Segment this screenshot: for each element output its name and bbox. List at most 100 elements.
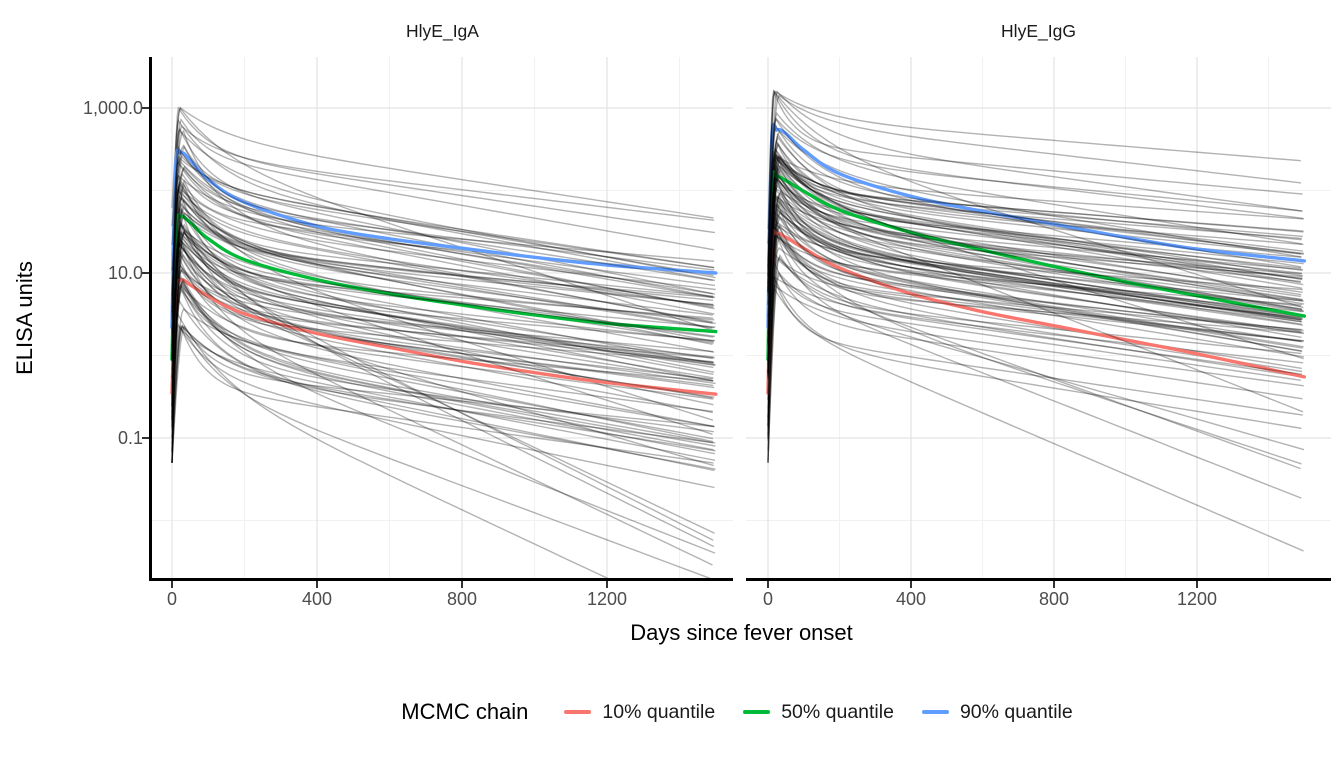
quantile-line-90 [766, 122, 1306, 329]
mcmc-draw-line [171, 274, 714, 452]
mcmc-draw-line [767, 94, 1302, 244]
mcmc-draw-line [171, 284, 714, 433]
x-tick-mark [1196, 581, 1198, 588]
mcmc-draw-line [767, 153, 1303, 341]
mcmc-draw-line [171, 196, 715, 353]
mcmc-draw-line [767, 224, 1302, 339]
mcmc-draw-line [171, 284, 714, 420]
mcmc-draw-line [171, 106, 714, 219]
mcmc-draw-line [171, 234, 713, 566]
mcmc-draw-line [767, 170, 1302, 310]
legend-entry-90-quantile: 90% quantile [921, 701, 1073, 724]
mcmc-draw-line [767, 176, 1302, 361]
mcmc-draw-line [171, 106, 714, 332]
mcmc-draw-line [767, 90, 1301, 230]
quantile-line-50 [766, 170, 1306, 361]
mcmc-draw-line [767, 231, 1301, 470]
mcmc-draw-line [767, 89, 1303, 262]
mcmc-draw-line [767, 272, 1302, 463]
mcmc-draw-line [171, 188, 715, 313]
mcmc-draw-line [767, 185, 1303, 335]
legend-swatch-90-quantile-line [921, 710, 949, 714]
mcmc-draw-line [171, 165, 714, 304]
x-tick-mark [461, 581, 463, 588]
mcmc-draw-line [767, 124, 1302, 277]
mcmc-draw-line [171, 173, 715, 360]
mcmc-draw-line [767, 156, 1304, 305]
mcmc-draw-line [767, 195, 1304, 321]
mcmc-draw-line [767, 194, 1302, 344]
mcmc-draw-line [171, 276, 714, 440]
mcmc-draw-line [767, 228, 1303, 421]
mcmc-draw-line [171, 324, 716, 580]
mcmc-draw-line [767, 207, 1303, 372]
mcmc-draw-line [767, 130, 1302, 258]
mcmc-draw-line [171, 253, 713, 399]
x-axis-line-right-panel [746, 578, 1331, 581]
mcmc-draw-line [171, 230, 713, 435]
legend-label: 50% quantile [781, 700, 894, 723]
mcmc-draw-line [767, 90, 1303, 276]
mcmc-draw-line [767, 89, 1304, 309]
mcmc-draw-line [171, 247, 715, 428]
mcmc-draw-line [767, 199, 1302, 373]
x-tick-label: 1200 [1176, 589, 1218, 609]
legend-title: MCMC chain [401, 699, 529, 724]
x-tick-mark [1053, 581, 1055, 588]
mcmc-draw-line [767, 170, 1304, 365]
mcmc-draw-line [171, 175, 715, 301]
mcmc-draw-line [171, 230, 714, 406]
mcmc-draw-line [767, 117, 1302, 268]
mcmc-draw-line [171, 218, 715, 406]
mcmc-draw-line [767, 209, 1303, 410]
mcmc-draw-line [171, 157, 715, 350]
mcmc-draw-line [767, 192, 1303, 400]
mcmc-draw-line [767, 158, 1304, 292]
mcmc-draw-line [767, 256, 1302, 401]
mcmc-draw-line [171, 268, 714, 415]
panel-hlye-igg [746, 57, 1331, 580]
mcmc-draw-line [171, 154, 715, 296]
facet-title-hlye-igg: HlyE_IgG [1001, 21, 1076, 41]
mcmc-draw-line [767, 232, 1302, 375]
mcmc-draw-line [767, 154, 1303, 337]
mcmc-draw-line [767, 253, 1303, 427]
mcmc-draw-line [171, 185, 716, 380]
mcmc-draw-line [767, 201, 1303, 374]
mcmc-draw-line [767, 235, 1302, 465]
mcmc-draw-line [171, 234, 714, 408]
mcmc-draw-line [767, 203, 1301, 363]
mcmc-draw-line [171, 281, 714, 453]
mcmc-draw-line [767, 284, 1304, 418]
mcmc-draw-line [171, 129, 713, 281]
mcmc-draw-line [171, 117, 715, 272]
x-axis-line-left-panel [149, 578, 733, 581]
x-tick-mark [316, 581, 318, 588]
mcmc-draw-line [767, 286, 1304, 552]
mcmc-draw-line [767, 209, 1305, 373]
y-tick-label: 0.1 [117, 427, 143, 448]
mcmc-draw-line [171, 118, 716, 282]
mcmc-draw-line [171, 195, 713, 360]
mcmc-draw-line [171, 212, 714, 335]
mcmc-draw-line [171, 172, 716, 295]
mcmc-draw-line [171, 311, 613, 580]
mcmc-draw-line [171, 264, 714, 418]
mcmc-draw-line [767, 164, 1303, 311]
mcmc-draw-line [171, 324, 716, 463]
mcmc-draw-line [767, 195, 1301, 332]
mcmc-draw-line [767, 190, 1303, 319]
mcmc-draw-line [171, 183, 713, 323]
mcmc-draw-line [767, 221, 1304, 342]
mcmc-draw-line [171, 186, 716, 314]
mcmc-draw-line [767, 216, 1303, 343]
mcmc-draw-line [767, 132, 1304, 322]
mcmc-draw-line [171, 239, 715, 399]
mcmc-draw-line [171, 325, 716, 463]
mcmc-draw-line [767, 153, 1304, 267]
mcmc-draw-line [767, 253, 1305, 441]
mcmc-draw-line [171, 182, 714, 358]
mcmc-draw-line [171, 298, 716, 470]
mcmc-draw-line [171, 239, 714, 413]
quantile-line-90 [170, 148, 718, 329]
